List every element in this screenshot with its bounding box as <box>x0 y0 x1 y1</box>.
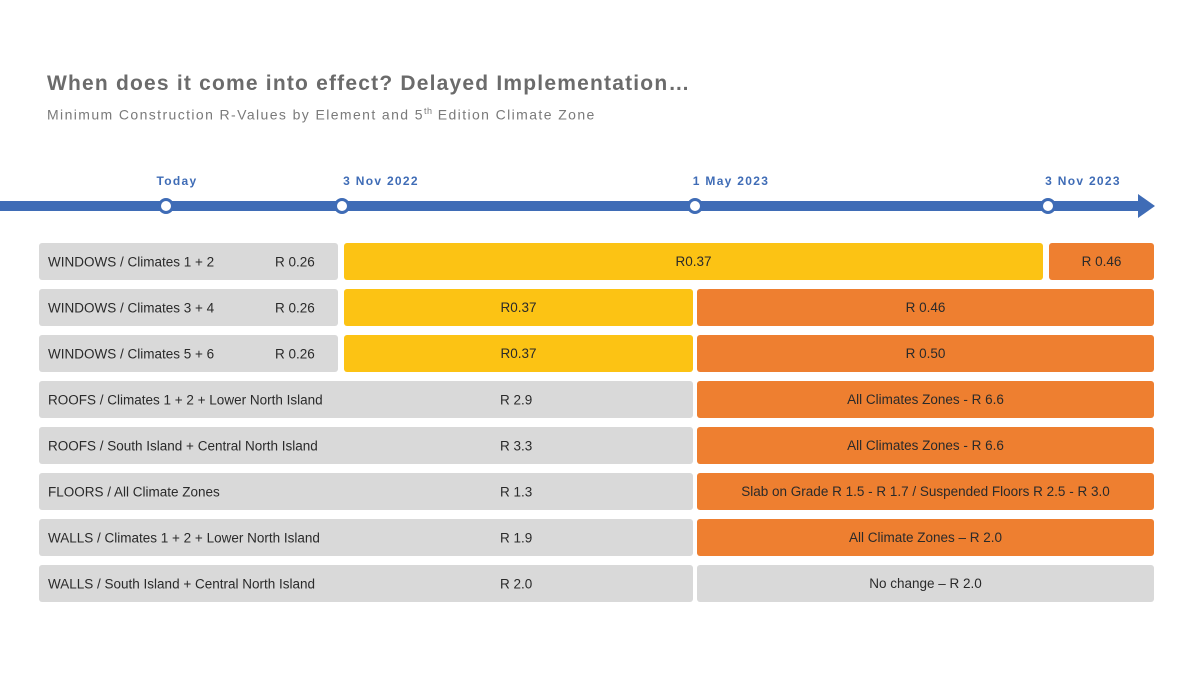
row-roofs-1-2-phase2-cell: All Climates Zones - R 6.6 <box>697 381 1154 418</box>
row-windows-1-2-phase1-cell: R0.37 <box>344 243 1043 280</box>
row-element-label: WINDOWS / Climates 1 + 2 <box>48 254 215 269</box>
subtitle-main-text: Minimum Construction R-Values by Element… <box>47 106 424 123</box>
row-floors-phase2-cell: Slab on Grade R 1.5 - R 1.7 / Suspended … <box>697 473 1154 510</box>
row-windows-5-6-phase1-cell: R0.37 <box>344 335 693 372</box>
row-current-value: R 2.0 <box>500 576 533 591</box>
row-current-value: R 0.26 <box>275 300 315 315</box>
row-windows-3-4-phase2-cell: R 0.46 <box>697 289 1154 326</box>
row-phase1-value: R0.37 <box>500 300 537 315</box>
row-current-value: R 0.26 <box>275 346 315 361</box>
timeline-line <box>0 201 1142 211</box>
row-walls-1-2-label-cell: WALLS / Climates 1 + 2 + Lower North Isl… <box>39 519 693 556</box>
row-current-value: R 1.9 <box>500 530 533 545</box>
milestone-label-3-nov-2023: 3 Nov 2023 <box>1045 174 1121 188</box>
row-phase2-value: R 0.50 <box>905 346 946 361</box>
row-windows-1-2-phase2-cell: R 0.46 <box>1049 243 1154 280</box>
milestone-marker-today <box>158 198 174 214</box>
row-current-value: R 0.26 <box>275 254 315 269</box>
milestone-label-3-nov-2022: 3 Nov 2022 <box>343 174 419 188</box>
milestone-marker-3-nov-2023 <box>1040 198 1056 214</box>
row-roofs-south-label-cell: ROOFS / South Island + Central North Isl… <box>39 427 693 464</box>
row-phase2-value: No change – R 2.0 <box>869 576 982 591</box>
row-element-label: ROOFS / South Island + Central North Isl… <box>48 438 318 453</box>
page-subtitle: Minimum Construction R-Values by Element… <box>47 106 596 123</box>
row-element-label: WINDOWS / Climates 5 + 6 <box>48 346 215 361</box>
row-current-value: R 1.3 <box>500 484 533 499</box>
row-walls-south-label-cell: WALLS / South Island + Central North Isl… <box>39 565 693 602</box>
row-phase2-value: R 0.46 <box>1081 254 1122 269</box>
timeline-arrow-head <box>1138 194 1155 218</box>
milestone-marker-3-nov-2022 <box>334 198 350 214</box>
subtitle-end-text: Edition Climate Zone <box>432 106 596 123</box>
row-phase1-value: R0.37 <box>675 254 712 269</box>
row-walls-1-2-phase2-cell: All Climate Zones – R 2.0 <box>697 519 1154 556</box>
row-element-label: ROOFS / Climates 1 + 2 + Lower North Isl… <box>48 392 323 407</box>
row-element-label: WINDOWS / Climates 3 + 4 <box>48 300 215 315</box>
row-windows-3-4-phase1-cell: R0.37 <box>344 289 693 326</box>
row-element-label: FLOORS / All Climate Zones <box>48 484 220 499</box>
row-roofs-1-2-label-cell: ROOFS / Climates 1 + 2 + Lower North Isl… <box>39 381 693 418</box>
subtitle-superscript: th <box>423 106 433 116</box>
row-phase1-value: R0.37 <box>500 346 537 361</box>
row-current-value: R 2.9 <box>500 392 533 407</box>
timeline: Today 3 Nov 2022 1 May 2023 3 Nov 2023 <box>0 168 1200 228</box>
row-windows-5-6-phase2-cell: R 0.50 <box>697 335 1154 372</box>
row-walls-south-phase2-cell: No change – R 2.0 <box>697 565 1154 602</box>
row-phase2-value: All Climates Zones - R 6.6 <box>847 392 1004 407</box>
milestone-label-today: Today <box>156 174 198 188</box>
row-phase2-value: All Climate Zones – R 2.0 <box>848 530 1003 545</box>
milestone-label-1-may-2023: 1 May 2023 <box>692 174 770 188</box>
row-phase2-value: Slab on Grade R 1.5 - R 1.7 / Suspended … <box>741 484 1110 499</box>
row-element-label: WALLS / Climates 1 + 2 + Lower North Isl… <box>48 530 320 545</box>
row-roofs-south-phase2-cell: All Climates Zones - R 6.6 <box>697 427 1154 464</box>
row-windows-3-4-label-cell: WINDOWS / Climates 3 + 4 R 0.26 <box>39 289 338 326</box>
row-element-label: WALLS / South Island + Central North Isl… <box>48 576 316 591</box>
row-windows-5-6-label-cell: WINDOWS / Climates 5 + 6 R 0.26 <box>39 335 338 372</box>
page-title: When does it come into effect? Delayed I… <box>47 72 691 95</box>
milestone-marker-1-may-2023 <box>687 198 703 214</box>
row-current-value: R 3.3 <box>500 438 533 453</box>
row-windows-1-2-label-cell: WINDOWS / Climates 1 + 2 R 0.26 <box>39 243 338 280</box>
row-floors-label-cell: FLOORS / All Climate Zones R 1.3 <box>39 473 693 510</box>
row-phase2-value: All Climates Zones - R 6.6 <box>847 438 1004 453</box>
row-phase2-value: R 0.46 <box>905 300 946 315</box>
